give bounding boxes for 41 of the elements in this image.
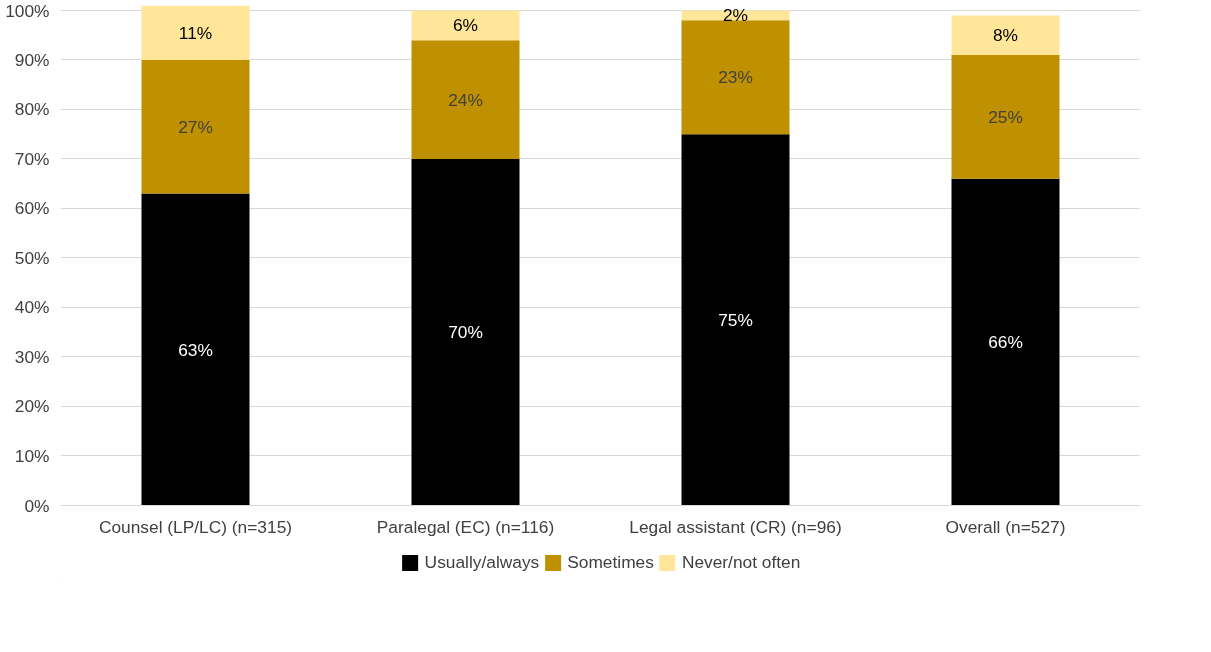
y-tick-label: 60% (14, 198, 50, 219)
bar (141, 193, 250, 506)
data-label: 75% (718, 309, 753, 330)
data-label: 6% (452, 15, 479, 36)
data-label: 11% (178, 22, 213, 43)
data-label: 25% (988, 106, 1023, 127)
bar (951, 55, 1060, 179)
bar (951, 178, 1060, 506)
bar (681, 134, 790, 506)
data-label: 27% (178, 116, 213, 137)
data-label: 24% (448, 89, 483, 110)
y-tick-label: 0% (24, 495, 50, 516)
bar (141, 59, 250, 194)
x-tick-label: Counsel (LP/LC) (n=315) (98, 516, 293, 537)
y-tick-label: 90% (14, 49, 50, 70)
y-tick-label: 70% (14, 148, 50, 169)
y-tick-label: 10% (14, 446, 50, 466)
legend-label: Usually/always (424, 551, 540, 573)
x-tick-label: Legal assistant (CR) (n=96) (629, 516, 842, 537)
legend-label: Never/not often (681, 551, 801, 573)
y-tick-label: 50% (14, 247, 50, 268)
data-label: 63% (178, 339, 213, 360)
bar (411, 158, 520, 506)
bar (411, 10, 520, 41)
x-tick-label: Overall (n=527) (945, 516, 1066, 537)
y-tick-label: 20% (14, 396, 50, 417)
bar (411, 40, 520, 159)
y-tick-label: 40% (14, 297, 50, 318)
bar (141, 5, 250, 60)
y-tick-label: 80% (14, 99, 50, 120)
bar (681, 20, 790, 135)
data-label: 2% (722, 5, 749, 26)
x-tick-label: Paralegal (EC) (n=116) (376, 516, 555, 537)
data-label: 70% (448, 322, 483, 343)
data-label: 8% (992, 25, 1019, 46)
legend-label: Sometimes (567, 551, 654, 573)
data-label: 66% (988, 332, 1023, 353)
y-tick-label: 30% (14, 346, 50, 367)
bar (951, 15, 1060, 55)
data-label: 23% (718, 67, 753, 88)
y-tick-label: 100% (5, 0, 50, 21)
